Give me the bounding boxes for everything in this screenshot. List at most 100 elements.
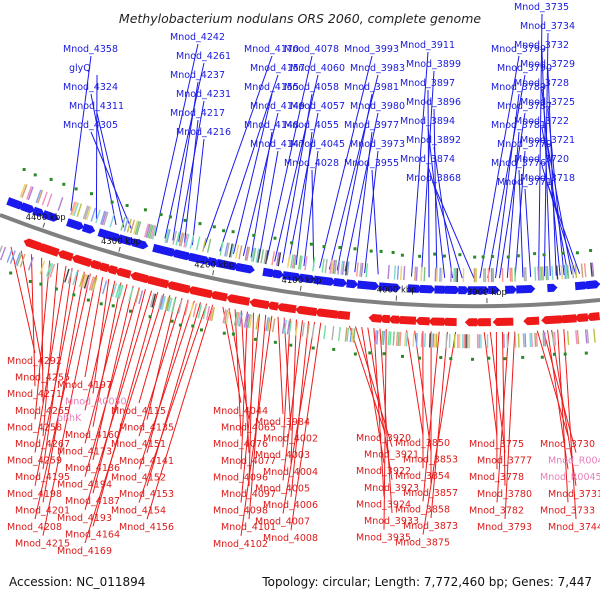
reverse-cog-stripe xyxy=(524,333,527,348)
reverse-cog-stripe xyxy=(6,249,13,263)
reverse-cog-stripe xyxy=(352,328,356,343)
forward-gene-label: Mnod_4148 xyxy=(244,120,299,131)
gc-marker-outer xyxy=(49,177,53,181)
forward-cog-stripe xyxy=(365,263,369,278)
reverse-gene-label: Mnod_3854 xyxy=(395,471,450,482)
reverse-cog-stripe xyxy=(430,333,433,348)
reverse-gene-arrow xyxy=(249,298,270,310)
reverse-cog-stripe xyxy=(424,333,426,348)
forward-gene-label: Mnod_3874 xyxy=(400,154,455,165)
reverse-gene-label: Mnod_3780 xyxy=(477,489,532,500)
reverse-gene-label: Mnod_4292 xyxy=(7,356,62,367)
reverse-cog-stripe xyxy=(47,263,54,278)
leader-line xyxy=(499,112,526,279)
forward-cog-stripe xyxy=(238,245,243,260)
reverse-cog-stripe xyxy=(102,280,108,295)
reverse-cog-stripe xyxy=(166,297,171,312)
reverse-cog-stripe xyxy=(420,333,423,348)
reverse-gene-label: Mnod_4007 xyxy=(255,517,310,528)
forward-cog-stripe xyxy=(556,265,559,280)
gc-marker-inner xyxy=(332,347,336,351)
gc-marker-inner xyxy=(191,324,195,328)
reverse-gene-arrow xyxy=(558,314,577,324)
reverse-gene-label: Mnod_4201 xyxy=(15,505,70,516)
leader-line xyxy=(541,165,577,275)
leader-line xyxy=(495,93,520,279)
leader-line xyxy=(504,331,516,520)
gc-marker-inner xyxy=(521,355,525,359)
forward-cog-stripe xyxy=(184,233,190,248)
forward-gene-arrow xyxy=(488,286,500,295)
reverse-gene-arrow xyxy=(23,238,42,251)
gc-marker-outer xyxy=(400,253,404,257)
forward-gene-arrow xyxy=(131,238,149,250)
reverse-cog-stripe xyxy=(530,332,533,348)
reverse-cog-stripe xyxy=(593,328,596,343)
reverse-gene-label: Mnod_4265 xyxy=(15,406,70,417)
leader-line xyxy=(411,51,429,277)
forward-gene-arrow xyxy=(32,206,45,217)
reverse-gene-label: Mnod_4098 xyxy=(213,506,268,517)
reverse-cog-stripe xyxy=(429,333,431,348)
forward-cog-stripe xyxy=(206,238,212,253)
reverse-cog-stripe xyxy=(288,320,292,335)
reverse-cog-stripe xyxy=(306,323,310,338)
forward-gene-label: Mnod_4028 xyxy=(284,158,339,169)
reverse-cog-stripe xyxy=(80,273,87,288)
forward-gene-label: Mnod_4242 xyxy=(170,32,225,43)
gc-marker-outer xyxy=(22,168,26,171)
forward-cog-stripe xyxy=(164,228,170,243)
leader-line xyxy=(383,328,387,530)
leader-line xyxy=(184,119,199,244)
reverse-cog-stripe xyxy=(247,314,251,329)
gc-marker-inner xyxy=(99,302,103,306)
forward-gene-arrow xyxy=(235,262,255,274)
forward-gene-arrow xyxy=(282,271,302,282)
forward-cog-stripe xyxy=(230,243,235,258)
leader-line xyxy=(228,308,250,420)
forward-cog-stripe xyxy=(260,249,265,264)
gc-marker-outer xyxy=(506,255,510,259)
forward-cog-stripe xyxy=(46,193,53,208)
reverse-cog-stripe xyxy=(412,332,415,347)
reverse-cog-stripe xyxy=(432,333,435,348)
forward-gene-arrow xyxy=(434,285,449,294)
gc-marker-outer xyxy=(516,254,520,258)
leader-line xyxy=(233,93,273,255)
reverse-gene-label: Mnod_4002 xyxy=(263,434,318,445)
forward-gene-label: Mnod_3977 xyxy=(344,120,399,131)
leader-line xyxy=(547,146,573,275)
forward-cog-stripe xyxy=(126,218,132,233)
forward-gene-label: Mnod_4358 xyxy=(63,44,118,55)
reverse-gene-label: Mnod_3920 xyxy=(356,433,411,444)
leader-line xyxy=(250,131,273,258)
forward-gene-label: Mnod_3771 xyxy=(497,177,552,188)
reverse-gene-arrow xyxy=(492,317,514,326)
forward-gene-label: Mnod_3911 xyxy=(400,40,455,51)
forward-cog-stripe xyxy=(144,223,150,238)
gc-marker-inner xyxy=(401,354,404,358)
reverse-gene-label: Mnod_4258 xyxy=(7,422,62,433)
forward-cog-stripe xyxy=(76,203,83,218)
leader-line xyxy=(538,13,543,277)
leader-line xyxy=(282,318,291,448)
forward-gene-label: Mnod_3973 xyxy=(350,139,405,150)
reverse-cog-stripe xyxy=(189,302,194,317)
reverse-gene-arrow xyxy=(314,308,338,319)
gc-marker-outer xyxy=(183,218,187,222)
forward-cog-stripe xyxy=(304,256,308,271)
reverse-gene-arrow xyxy=(388,315,400,324)
forward-cog-stripe xyxy=(263,249,268,264)
reverse-cog-stripe xyxy=(164,296,170,311)
gc-marker-outer xyxy=(290,241,294,245)
gc-marker-outer xyxy=(110,200,114,204)
reverse-gene-label: Mnod_3923 xyxy=(364,483,419,494)
leader-line xyxy=(295,131,313,265)
forward-gene-arrow xyxy=(299,273,316,284)
reverse-cog-stripe xyxy=(197,304,202,319)
reverse-cog-stripe xyxy=(295,321,299,336)
forward-gene-label: Mnod_4311 xyxy=(69,101,124,112)
forward-cog-stripe xyxy=(27,186,34,201)
reverse-cog-stripe xyxy=(271,318,276,333)
